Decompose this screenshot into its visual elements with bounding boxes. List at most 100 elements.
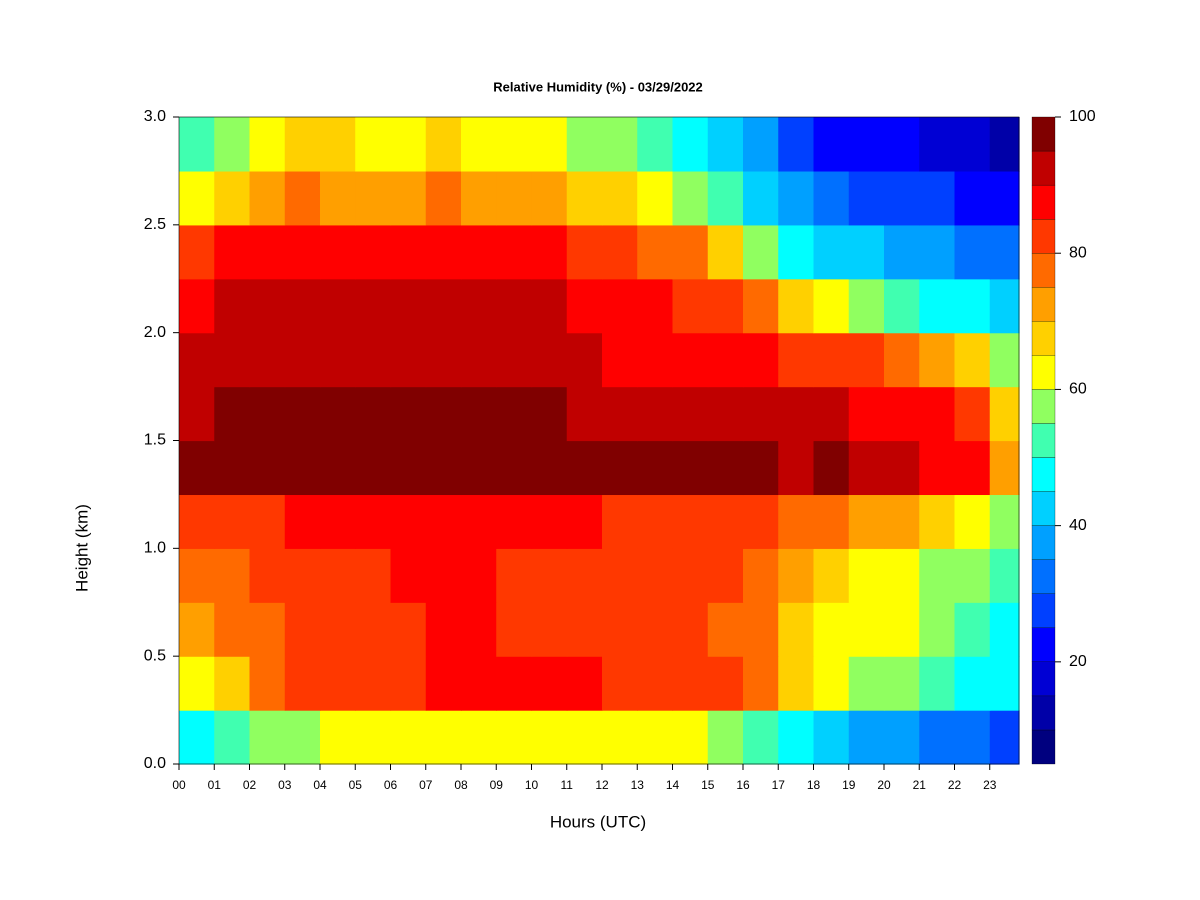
heat-cell <box>848 278 885 334</box>
heat-cell <box>496 656 533 711</box>
heat-cell <box>883 710 920 765</box>
heat-cell <box>813 440 850 496</box>
heat-cell <box>919 386 956 442</box>
heat-cell <box>989 710 1020 765</box>
heat-cell <box>601 170 638 226</box>
heat-cell <box>813 548 850 603</box>
y-tick-label: 0.5 <box>144 647 166 664</box>
heat-cell <box>848 117 885 172</box>
heat-cell <box>919 710 956 765</box>
x-tick-label: 13 <box>631 778 645 792</box>
heat-cell <box>531 332 568 388</box>
y-axis-label: Height (km) <box>72 504 91 592</box>
heat-cell <box>214 440 251 496</box>
heat-cell <box>214 224 251 280</box>
heat-cell <box>566 117 603 172</box>
heat-cell <box>284 656 321 711</box>
heat-cell <box>989 440 1020 496</box>
heat-cell <box>496 224 533 280</box>
heat-cell <box>813 278 850 334</box>
heat-cell <box>637 548 674 603</box>
heat-cell <box>390 332 427 388</box>
heat-cell <box>425 656 462 711</box>
heat-cell <box>425 386 462 442</box>
heat-cell <box>390 710 427 765</box>
heat-cell <box>742 278 779 334</box>
heat-cell <box>813 117 850 172</box>
colorbar-band <box>1031 116 1056 152</box>
heat-cell <box>531 548 568 603</box>
heat-cell <box>742 494 779 549</box>
heat-cell <box>355 494 392 549</box>
heat-cell <box>742 656 779 711</box>
heat-cell <box>355 332 392 388</box>
heat-cell <box>460 278 497 334</box>
heat-cell <box>637 656 674 711</box>
heat-cell <box>390 548 427 603</box>
heat-cell <box>249 602 286 657</box>
heat-cell <box>813 602 850 657</box>
heat-cell <box>707 117 744 172</box>
heat-cell <box>425 332 462 388</box>
heat-cell <box>672 117 709 172</box>
heat-cell <box>778 494 815 549</box>
heat-cell <box>319 117 356 172</box>
heat-cell <box>778 656 815 711</box>
heat-cell <box>989 386 1020 442</box>
heat-cell <box>496 602 533 657</box>
heat-cell <box>179 170 215 226</box>
heat-cell <box>531 386 568 442</box>
heat-cell <box>848 224 885 280</box>
heat-cell <box>778 332 815 388</box>
x-tick-label: 22 <box>948 778 962 792</box>
colorbar-band <box>1031 593 1056 628</box>
heat-cell <box>425 548 462 603</box>
heat-cell <box>355 656 392 711</box>
heat-cell <box>919 494 956 549</box>
colorbar-tick-label: 40 <box>1069 517 1087 534</box>
heat-cell <box>707 170 744 226</box>
heat-cell <box>249 656 286 711</box>
heat-cell <box>496 117 533 172</box>
heat-cell <box>319 494 356 549</box>
colorbar-band <box>1031 321 1056 356</box>
heat-cell <box>284 440 321 496</box>
heat-cell <box>672 332 709 388</box>
colorbar-band <box>1031 355 1056 390</box>
heat-cell <box>672 224 709 280</box>
heat-cell <box>496 332 533 388</box>
heat-cell <box>496 386 533 442</box>
heat-cell <box>284 224 321 280</box>
heat-cell <box>496 170 533 226</box>
heat-cell <box>707 386 744 442</box>
heat-cell <box>460 494 497 549</box>
heat-cell <box>496 494 533 549</box>
heat-cell <box>319 440 356 496</box>
heat-cell <box>742 386 779 442</box>
heat-cell <box>496 710 533 765</box>
heat-cell <box>566 440 603 496</box>
heat-cell <box>672 170 709 226</box>
heat-cell <box>355 224 392 280</box>
heat-cell <box>672 548 709 603</box>
heat-cell <box>919 117 956 172</box>
heat-cell <box>355 386 392 442</box>
heat-cell <box>460 224 497 280</box>
x-tick-label: 00 <box>172 778 186 792</box>
heat-cell <box>778 548 815 603</box>
heat-cell <box>637 278 674 334</box>
x-tick-label: 09 <box>490 778 504 792</box>
heat-cell <box>601 710 638 765</box>
heat-cell <box>707 548 744 603</box>
heat-cell <box>179 386 215 442</box>
heat-cell <box>425 710 462 765</box>
heat-cell <box>460 386 497 442</box>
colorbar-band <box>1031 253 1056 288</box>
heat-cell <box>179 440 215 496</box>
heat-cell <box>249 440 286 496</box>
heat-cell <box>637 602 674 657</box>
heat-cell <box>954 440 991 496</box>
heat-cell <box>214 602 251 657</box>
heat-cell <box>566 710 603 765</box>
